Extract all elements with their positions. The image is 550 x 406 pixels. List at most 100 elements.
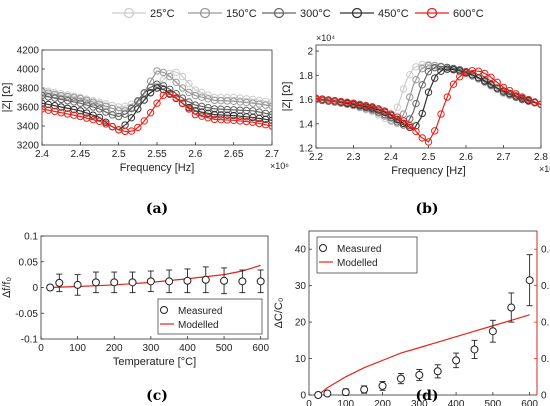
data-point xyxy=(140,96,148,104)
data-point xyxy=(172,78,180,87)
measured-point xyxy=(314,391,323,399)
y-multiplier: ×10⁴ xyxy=(316,33,335,43)
x-tick-label: 2.6 xyxy=(188,149,202,160)
measured-point xyxy=(488,327,497,336)
legend-marker xyxy=(123,7,135,19)
measured-point xyxy=(110,278,119,287)
legend-marker xyxy=(426,7,438,19)
data-point xyxy=(172,68,180,77)
x-tick-label: 200 xyxy=(106,343,123,354)
measured-point xyxy=(360,385,369,394)
y-tick-label: 1.8 xyxy=(299,71,313,82)
legend-marker xyxy=(351,7,363,19)
data-point xyxy=(127,114,136,122)
data-point xyxy=(268,110,272,119)
data-point xyxy=(399,117,408,125)
measured-point xyxy=(470,345,479,354)
legend-marker xyxy=(273,7,285,19)
data-point xyxy=(185,105,193,113)
x-tick-label: 500 xyxy=(216,343,233,354)
x-tick-label: 100 xyxy=(337,399,354,406)
data-point xyxy=(424,138,433,146)
x-tick-label: 400 xyxy=(448,399,465,406)
data-point xyxy=(185,79,193,88)
measured-point xyxy=(55,278,64,287)
x-multiplier: ×10⁶ xyxy=(539,164,550,174)
measured-point xyxy=(507,303,516,312)
data-point xyxy=(412,99,420,108)
data-point xyxy=(412,127,420,136)
data-point xyxy=(146,89,155,97)
data-point xyxy=(83,109,91,117)
measured-point xyxy=(256,277,265,286)
legend-label: Measured xyxy=(337,244,381,255)
chart-legend xyxy=(157,298,263,335)
data-point xyxy=(127,127,136,135)
data-point xyxy=(418,109,426,118)
data-point xyxy=(95,117,104,125)
data-point xyxy=(481,69,489,78)
data-point xyxy=(374,105,383,113)
data-point xyxy=(83,101,91,109)
measured-point xyxy=(165,277,174,286)
x-tick-label: 2.4 xyxy=(384,152,398,163)
x-tick-label: 0 xyxy=(306,399,312,406)
data-point xyxy=(418,81,426,89)
data-point xyxy=(134,123,142,132)
measured-point xyxy=(433,367,442,376)
panel-caption: (d) xyxy=(415,388,438,404)
data-point xyxy=(518,93,526,101)
chart-d: 0100200300400500600010203040Temperature … xyxy=(273,230,550,406)
chart-legend xyxy=(316,236,418,274)
y-tick-label: 1.4 xyxy=(299,119,313,130)
measured-point xyxy=(201,275,210,284)
measured-point xyxy=(220,276,229,285)
data-point xyxy=(524,95,533,104)
data-point xyxy=(424,88,433,96)
y-axis-label: |Z| [Ω] xyxy=(281,82,293,112)
y-tick-label: 2 xyxy=(307,47,313,58)
y2-tick-label: 0.3 xyxy=(541,281,550,292)
data-point xyxy=(468,71,476,79)
legend-label: Modelled xyxy=(178,320,219,331)
chart-a: 2.4 2.45 2.5 2.55 2.6 2.65 2.7 3200 3400 3600 3800… xyxy=(1,46,289,175)
y-tick-label: 40 xyxy=(295,245,307,256)
measured-point xyxy=(91,278,100,287)
x-tick-label: 2.2 xyxy=(309,152,323,163)
data-point xyxy=(393,113,401,121)
legend-label: 150°C xyxy=(226,8,257,20)
y2-tick-label: 0 xyxy=(541,391,547,402)
y-tick-label: 3800 xyxy=(17,84,40,95)
data-point xyxy=(121,110,129,118)
y-tick-label: 4200 xyxy=(17,46,40,57)
y-tick-label: 3600 xyxy=(17,103,40,114)
y-tick-label: 4000 xyxy=(17,65,40,76)
legend-marker xyxy=(160,306,168,314)
measured-point xyxy=(146,277,155,286)
data-point xyxy=(172,94,180,102)
measured-point xyxy=(73,280,82,289)
data-point xyxy=(153,99,161,107)
legend-label: 600°C xyxy=(453,8,484,20)
data-point xyxy=(531,98,539,106)
data-point xyxy=(102,108,110,116)
data-point xyxy=(393,103,401,111)
data-point xyxy=(114,112,123,121)
x-tick-label: 400 xyxy=(179,343,196,354)
data-point xyxy=(268,102,272,110)
data-point xyxy=(191,86,200,94)
x-axis-label: Frequency [Hz] xyxy=(391,165,466,177)
data-point xyxy=(406,70,414,79)
y-axis-label: |Z| [Ω] xyxy=(1,83,13,113)
panel-caption: (b) xyxy=(415,201,438,217)
x-tick-label: 2.45 xyxy=(71,149,91,160)
x-tick-label: 2.5 xyxy=(422,152,436,163)
x-tick-label: 600 xyxy=(252,343,269,354)
legend-label: Modelled xyxy=(337,258,378,269)
data-point xyxy=(166,90,174,99)
x-tick-label: 100 xyxy=(69,343,86,354)
data-point xyxy=(418,64,426,73)
y-tick-label: 20 xyxy=(295,318,307,329)
data-point xyxy=(166,72,174,81)
